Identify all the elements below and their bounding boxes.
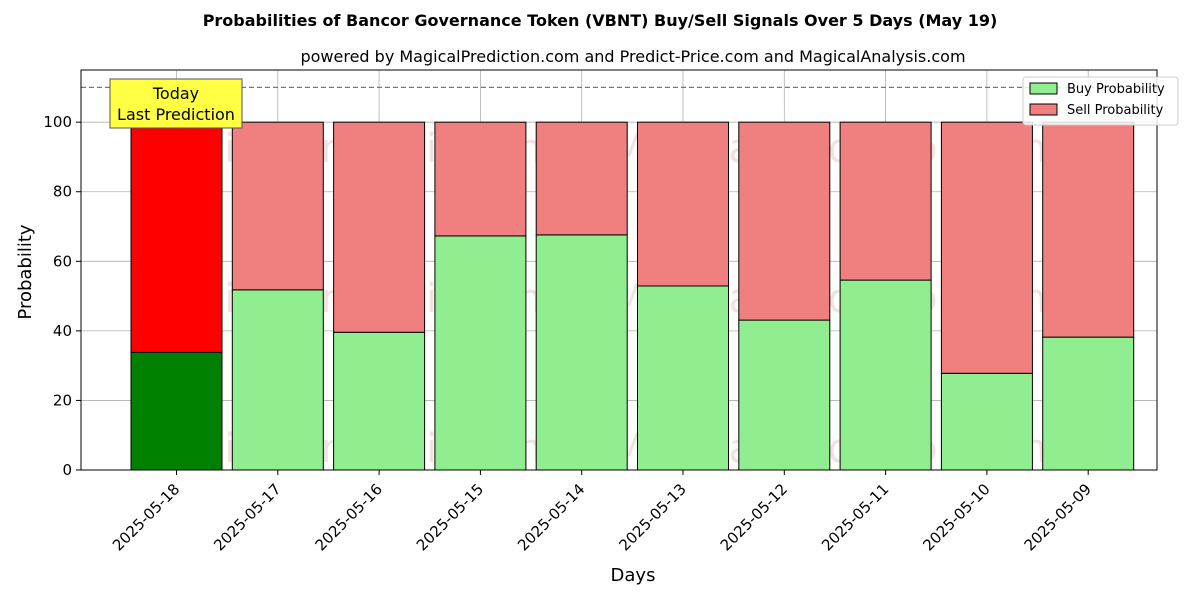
bar-sell-2025-05-16 <box>333 121 426 333</box>
x-tick-label-2025-05-18: 2025-05-18 <box>109 480 183 554</box>
bar-sell-2025-05-18 <box>130 121 223 353</box>
x-tick-label-2025-05-15: 2025-05-15 <box>413 480 487 554</box>
bar-buy-2025-05-15 <box>434 235 527 471</box>
bars <box>130 121 1135 471</box>
annotation-box <box>109 78 243 129</box>
bar-sell-2025-05-09 <box>1042 121 1135 338</box>
y-axis-label: Probability <box>15 224 36 319</box>
x-tick-label-2025-05-11: 2025-05-11 <box>818 480 892 554</box>
x-axis-ticks: 2025-05-18 2025-05-17 2025-05-16 2025-05-15… <box>109 470 1095 554</box>
bar-sell-2025-05-10 <box>940 121 1033 374</box>
bar-buy-2025-05-11 <box>839 279 932 471</box>
y-tick-label-80: 80 <box>53 183 72 201</box>
annotation-line-1: Today <box>152 84 199 103</box>
x-tick-label-2025-05-14: 2025-05-14 <box>514 480 588 554</box>
bar-sell-2025-05-14 <box>535 121 628 236</box>
legend-box <box>1022 76 1179 126</box>
y-tick-label-40: 40 <box>53 322 72 340</box>
bar-sell-2025-05-13 <box>637 121 729 287</box>
bar-buy-2025-05-10 <box>940 372 1033 471</box>
today-annotation: Today Last Prediction <box>109 78 243 129</box>
legend-swatch-buy <box>1029 82 1058 95</box>
chart-subtitle: powered by MagicalPrediction.com and Pre… <box>300 47 965 66</box>
bar-sell-2025-05-12 <box>738 121 831 321</box>
y-tick-label-60: 60 <box>53 252 72 270</box>
y-tick-label-0: 0 <box>62 461 72 479</box>
bar-buy-2025-05-13 <box>637 285 729 471</box>
bar-sell-2025-05-11 <box>839 121 932 281</box>
bar-buy-2025-05-18 <box>130 351 223 471</box>
x-tick-label-2025-05-09: 2025-05-09 <box>1021 480 1095 554</box>
bar-sell-2025-05-15 <box>434 121 527 237</box>
bar-buy-2025-05-14 <box>535 234 628 471</box>
x-tick-label-2025-05-12: 2025-05-12 <box>717 480 791 554</box>
legend-label-buy: Buy Probability <box>1067 82 1165 97</box>
bar-buy-2025-05-09 <box>1042 336 1135 471</box>
annotation-line-2: Last Prediction <box>117 105 235 124</box>
x-axis-label: Days <box>611 565 656 586</box>
y-axis-ticks: 0 20 40 60 80 100 <box>43 113 81 479</box>
plot-frame <box>80 69 1158 471</box>
bar-buy-2025-05-16 <box>333 331 426 471</box>
x-tick-label-2025-05-10: 2025-05-10 <box>919 480 993 554</box>
bar-buy-2025-05-17 <box>231 289 324 471</box>
bar-sell-2025-05-17 <box>231 121 324 291</box>
bar-buy-2025-05-12 <box>738 319 831 471</box>
x-tick-label-2025-05-13: 2025-05-13 <box>615 480 689 554</box>
y-tick-label-100: 100 <box>43 113 72 131</box>
x-tick-label-2025-05-16: 2025-05-16 <box>312 480 386 554</box>
legend-swatch-sell <box>1029 103 1058 116</box>
chart-title: Probabilities of Bancor Governance Token… <box>203 11 998 30</box>
x-tick-label-2025-05-17: 2025-05-17 <box>210 480 284 554</box>
legend: Buy Probability Sell Probability <box>1022 76 1179 126</box>
y-tick-label-20: 20 <box>53 391 72 409</box>
legend-label-sell: Sell Probability <box>1067 103 1164 118</box>
